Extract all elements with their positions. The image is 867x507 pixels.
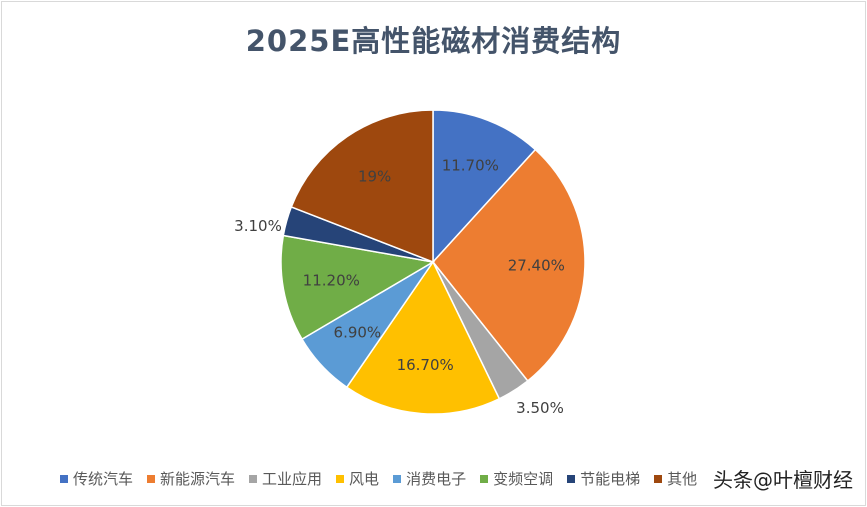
legend-item: 传统汽车	[60, 468, 133, 489]
legend-item: 其他	[654, 468, 697, 489]
legend-label: 工业应用	[262, 470, 323, 488]
chart-title: 2025E高性能磁材消费结构	[245, 24, 622, 58]
data-label: 11.20%	[303, 271, 360, 289]
data-label: 19%	[358, 168, 391, 186]
legend-label: 风电	[349, 470, 380, 488]
legend-item: 新能源汽车	[147, 468, 235, 489]
pie-slice	[290, 109, 434, 264]
legend-label: 其他	[667, 470, 698, 488]
data-label: 11.70%	[442, 157, 499, 175]
pie-slice	[432, 109, 537, 264]
legend-swatch	[60, 474, 68, 483]
legend-swatch	[654, 474, 663, 483]
data-label: 6.90%	[334, 323, 382, 341]
legend-label: 变频空调	[493, 470, 554, 488]
legend-swatch	[336, 474, 345, 483]
data-label: 3.50%	[516, 399, 564, 417]
legend-label: 消费电子	[406, 470, 467, 488]
data-label: 27.40%	[508, 256, 565, 274]
legend-label: 传统汽车	[73, 470, 134, 488]
legend: 传统汽车 新能源汽车 工业应用 风电 消费电子 变频空调 节能电梯 其他	[60, 468, 697, 489]
legend-item: 工业应用	[249, 468, 322, 489]
legend-item: 变频空调	[480, 468, 553, 489]
legend-swatch	[567, 474, 576, 483]
legend-swatch	[249, 474, 258, 483]
pie-slice	[345, 260, 501, 415]
legend-label: 节能电梯	[580, 470, 641, 488]
legend-label: 新能源汽车	[160, 470, 236, 488]
legend-item: 节能电梯	[567, 468, 640, 489]
data-label: 3.10%	[234, 217, 282, 235]
legend-swatch	[147, 474, 156, 483]
pie-slice	[280, 234, 436, 341]
pie-slice	[432, 148, 586, 382]
legend-swatch	[393, 474, 402, 483]
legend-item: 消费电子	[393, 468, 466, 489]
legend-item: 风电	[336, 468, 379, 489]
watermark: 头条@叶檀财经	[713, 464, 853, 493]
legend-swatch	[480, 474, 489, 483]
data-label: 16.70%	[397, 356, 454, 374]
